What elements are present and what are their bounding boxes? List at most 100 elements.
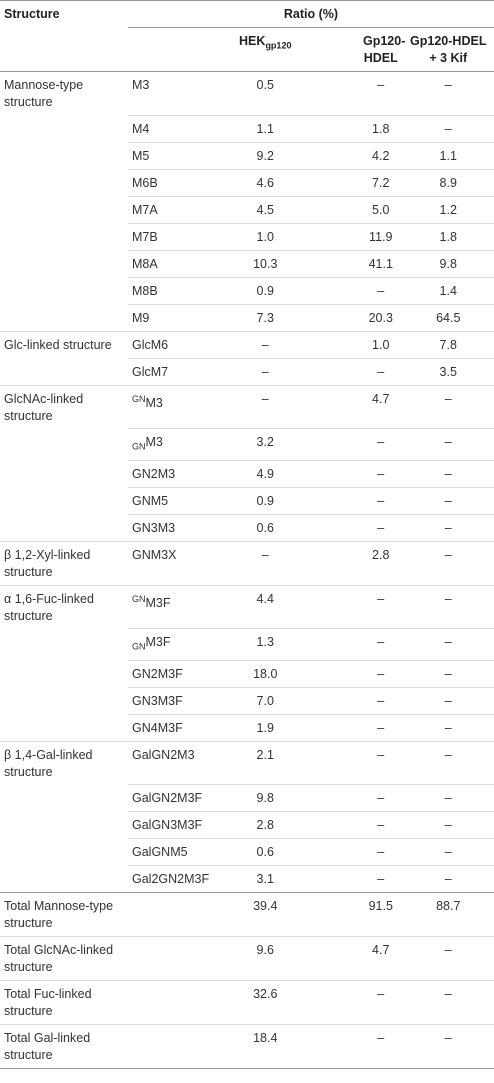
table-row: β 1,2-Xyl-linked structure GNM3X –2.8– [0,540,494,585]
ratio-value: 1.1 [402,141,494,169]
ratio-value: 1.1 [219,114,311,142]
group-label-empty [0,785,128,812]
name-text: GN3M3F [132,693,183,708]
ratio-value: – [402,540,494,585]
total-value: 9.6 [219,936,311,981]
group-label-empty [0,812,128,839]
name-text: M9 [132,310,150,325]
group-label: α 1,6-Fuc-linked structure [0,584,128,629]
ratio-value: – [311,811,403,839]
ratio-value: 9.8 [219,784,311,812]
column-header-text: HEK [239,34,266,48]
structure-name: GlcM6 [128,330,220,358]
structure-name: GNM3F [128,584,220,629]
group-label: GlcNAc-linked structure [0,384,128,429]
structure-name: GN3M3 [128,513,220,541]
structure-name: M6B [128,168,220,196]
ratio-value: 18.0 [219,659,311,687]
ratio-value: – [402,865,494,893]
ratio-value: 0.9 [219,486,311,514]
ratio-value: – [219,330,311,358]
ratio-value: – [402,384,494,429]
ratio-value: – [402,686,494,714]
name-text: GalGN3M3F [132,818,203,832]
total-label: Total Gal-linked structure [0,1024,128,1069]
ratio-value: – [311,686,403,714]
ratio-value: 8.9 [402,168,494,196]
ratio-value: – [402,811,494,839]
ratio-value: 0.6 [219,838,311,866]
name-sup: GN [132,593,146,604]
structure-name: M5 [128,141,220,169]
table-row: M8A 10.3 41.1 9.8 [0,249,494,277]
structure-name: GNM3 [128,384,220,429]
table-row: GNM5 0.9– – [0,486,494,514]
table-row: M5 9.2 4.2 1.1 [0,141,494,169]
table-row: GN2M3 4.9– – [0,459,494,487]
ratio-value: – [311,713,403,741]
group-label-empty [0,358,128,385]
group-label-empty [0,460,128,487]
ratio-value: 1.0 [311,330,403,358]
table-row: Glc-linked structure GlcM6 –1.0 7.8 [0,330,494,358]
total-value: 18.4 [219,1024,311,1069]
group-label-empty [0,142,128,169]
table-row: GNM3F 1.3– – [0,628,494,661]
name-text: M7B [132,229,158,244]
structure-name: GNM3F [128,628,220,660]
ratio-value: – [219,357,311,385]
empty-cell [128,1024,220,1069]
table-row: Gal2GN2M3F 3.1– – [0,865,494,893]
column-header: Gp120-HDEL + 3 Kif [410,34,487,65]
ratio-value: – [311,740,403,785]
table-row: β 1,4-Gal-linked structure GalGN2M3 2.1– – [0,740,494,785]
name-text: GN4M3F [132,720,183,735]
ratio-value: 3.5 [402,357,494,385]
name-text: M5 [132,148,150,163]
column-header-sub: gp120 [265,40,292,51]
table-row: GalGN2M3F 9.8– – [0,784,494,812]
name-text: M3F [145,595,171,610]
name-sub: GN [132,641,146,652]
ratio-value: – [311,838,403,866]
ratio-value: 9.8 [402,249,494,277]
ratio-value: 1.0 [219,222,311,250]
ratio-value: – [402,428,494,460]
group-label-empty [0,115,128,142]
table-row: α 1,6-Fuc-linked structure GNM3F 4.4– – [0,584,494,629]
structure-name: GNM3X [128,540,220,585]
structure-name: Gal2GN2M3F [128,865,220,893]
total-value: – [402,1024,494,1069]
name-text: GlcM7 [132,364,169,379]
table-row: M7B 1.0 11.9 1.8 [0,222,494,250]
ratio-value: 4.6 [219,168,311,196]
total-value: 88.7 [402,892,494,937]
ratio-value: 5.0 [311,195,403,223]
ratio-value: 0.6 [219,513,311,541]
ratio-value: – [402,486,494,514]
total-row: Total Mannose-type structure 39.4 91.5 88.7 [0,892,494,937]
total-label: Total Mannose-type structure [0,892,128,937]
ratio-value: – [311,513,403,541]
group-label-empty [0,304,128,331]
empty-cell [128,936,220,981]
column-header: HEKgp120 [220,28,312,72]
total-value: – [311,1024,403,1069]
total-row: Total GlcNAc-linked structure 9.6 4.7– [0,936,494,981]
total-value: 32.6 [219,980,311,1025]
header-ratio: Ratio (%) [128,0,494,28]
group-label: β 1,2-Xyl-linked structure [0,540,128,585]
group-label-empty [0,629,128,661]
ratio-value: 64.5 [402,303,494,331]
table-row: GalGN3M3F 2.8– – [0,811,494,839]
group-label-empty [0,277,128,304]
name-text: M8A [132,256,158,271]
total-row: Total Fuc-linked structure 32.6– – [0,980,494,1025]
ratio-value: – [444,78,452,92]
group-label: Glc-linked structure [0,330,128,358]
ratio-value: 2.8 [311,540,403,585]
table-row: GN3M3 0.6– – [0,513,494,541]
ratio-value: – [311,784,403,812]
column-header: Gp120-HDEL [363,34,406,65]
table-row: GlcM7– –3.5 [0,357,494,385]
